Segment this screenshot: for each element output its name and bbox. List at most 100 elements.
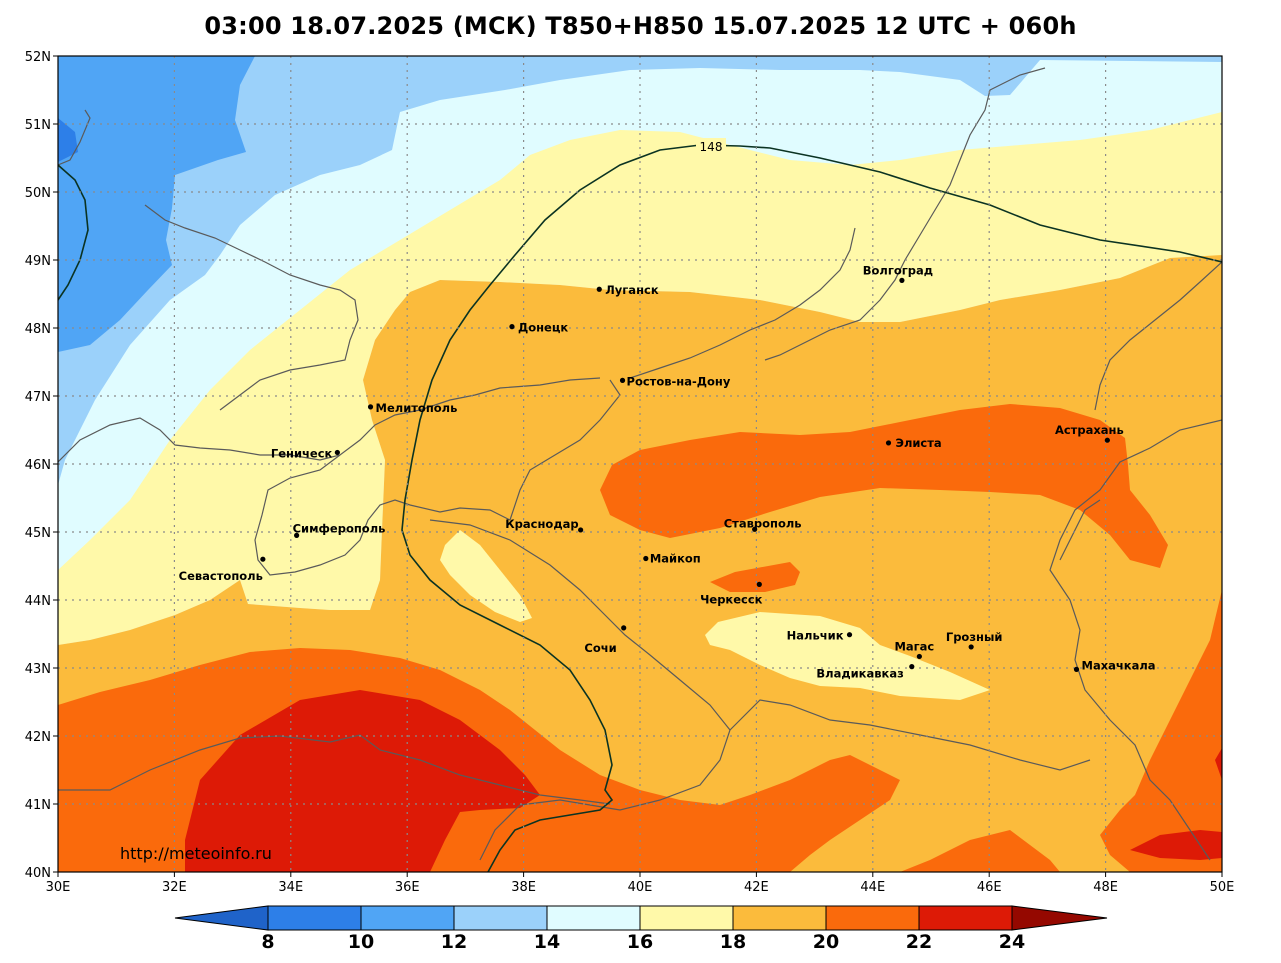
river-ural <box>1094 261 1222 411</box>
field-20-22-elista <box>600 404 1168 568</box>
colorbar-bin <box>546 905 641 931</box>
lon-tick-label: 36E <box>395 880 420 895</box>
lat-tick-label: 51N <box>25 118 51 133</box>
colorbar: 8 10 12 14 16 18 20 22 24 <box>174 905 1108 953</box>
city-label: Майкоп <box>650 552 701 566</box>
graticule <box>58 56 1222 872</box>
colorbar-bin <box>267 905 362 931</box>
coastline-black-sea-north <box>58 377 601 463</box>
lon-tick-label: 40E <box>628 880 653 895</box>
credit-text: http://meteoinfo.ru <box>120 844 272 863</box>
city-dot <box>509 324 515 330</box>
lon-tick-label: 34E <box>278 880 303 895</box>
city-dot <box>578 527 584 533</box>
city-label: Мелитополь <box>376 401 458 415</box>
city-label: Владикавказ <box>816 667 903 681</box>
lon-tick-label: 48E <box>1093 880 1118 895</box>
city-label: Ростов-на-Дону <box>627 374 731 388</box>
colorbar-label: 22 <box>906 931 932 953</box>
city-markers: Луганск Донецк Волгоград Ростов-на-Дону Мели… <box>179 263 1156 680</box>
field-22-24-east <box>1130 830 1222 860</box>
city-label: Махачкала <box>1082 658 1156 672</box>
city-label: Луганск <box>605 283 659 297</box>
axis-ticks: 30E 32E 34E 36E 38E 40E 42E 44E 46E 48E 50E 52N 51N 5… <box>25 50 1235 895</box>
city-label: Астрахань <box>1055 423 1124 437</box>
colorbar-bin <box>825 905 920 931</box>
river-dnieper <box>144 204 359 411</box>
river-don <box>629 227 856 379</box>
field-16-18 <box>58 112 1222 645</box>
colorbar-extend-high <box>1011 905 1108 931</box>
coastline-caucasus <box>429 519 731 861</box>
lon-tick-label: 38E <box>511 880 536 895</box>
lat-tick-label: 45N <box>25 526 51 541</box>
lon-tick-label: 50E <box>1210 880 1235 895</box>
city-dot <box>752 526 758 532</box>
city-label: Нальчик <box>787 629 844 643</box>
colorbar-bin <box>360 905 455 931</box>
colorbar-label: 18 <box>720 931 746 953</box>
isohypse-label-bg <box>696 138 726 154</box>
city-dot <box>846 632 853 638</box>
city-dot <box>367 404 374 410</box>
city-label: Элиста <box>896 436 942 450</box>
lat-tick-label: 40N <box>25 866 51 881</box>
city-dot <box>643 555 649 562</box>
border-georgia <box>729 699 1091 771</box>
city-dot <box>1104 437 1110 443</box>
field-10-12 <box>58 56 255 352</box>
colorbar-bin <box>732 905 827 931</box>
colorbar-label: 8 <box>261 931 274 953</box>
city-dot <box>334 449 340 456</box>
colorbar-label: 20 <box>813 931 839 953</box>
lat-tick-label: 52N <box>25 50 51 65</box>
city-dot <box>260 556 266 562</box>
coastline-turkey-north <box>58 734 611 805</box>
city-label: Ставрополь <box>724 516 802 530</box>
city-label: Симферополь <box>293 521 386 535</box>
city-dot <box>294 532 300 539</box>
city-label: Грозный <box>946 630 1003 644</box>
field-8-10 <box>58 118 78 162</box>
field-20-22-dagestan <box>900 830 1060 872</box>
colorbar-label: 24 <box>999 931 1025 953</box>
colorbar-bin <box>918 905 1013 931</box>
field-12-14 <box>58 56 1222 485</box>
city-dot <box>968 644 974 650</box>
coastline-caspian <box>1049 419 1222 861</box>
city-label: Севастополь <box>179 569 263 583</box>
city-dot <box>899 277 905 283</box>
colorbar-label: 10 <box>348 931 374 953</box>
map-title: 03:00 18.07.2025 (МСК) T850+H850 15.07.2… <box>204 12 1077 40</box>
river-terek <box>1059 499 1101 561</box>
city-label: Магас <box>894 639 934 653</box>
field-22-24-edge <box>1215 748 1222 780</box>
city-label: Краснодар <box>505 517 578 531</box>
field-16-18-lobe-caucasus <box>705 612 990 700</box>
isohypse-line-main <box>401 144 1222 872</box>
lat-tick-label: 49N <box>25 254 51 269</box>
city-label: Черкесск <box>700 592 763 606</box>
isohypse-148 <box>58 144 1222 872</box>
lon-tick-label: 46E <box>977 880 1002 895</box>
city-label: Волгоград <box>863 263 933 277</box>
city-label: Геническ <box>271 446 333 460</box>
colorbar-label: 14 <box>534 931 560 953</box>
isohypse-label: 148 <box>700 140 723 154</box>
city-dot <box>619 377 626 383</box>
city-dot <box>885 440 892 446</box>
colorbar-bin <box>639 905 734 931</box>
field-20-22-cherkessk <box>710 562 800 592</box>
river-volga <box>764 67 1046 361</box>
city-dot <box>596 286 602 292</box>
coastline-azov-east <box>409 379 621 521</box>
lat-tick-label: 47N <box>25 390 51 405</box>
isohypse-line-west <box>58 164 89 301</box>
lat-tick-label: 43N <box>25 662 51 677</box>
colorbar-bin <box>453 905 548 931</box>
city-dot <box>909 664 915 670</box>
coastline-west-edge <box>58 109 91 166</box>
lat-tick-label: 44N <box>25 594 51 609</box>
city-label: Донецк <box>518 321 568 335</box>
